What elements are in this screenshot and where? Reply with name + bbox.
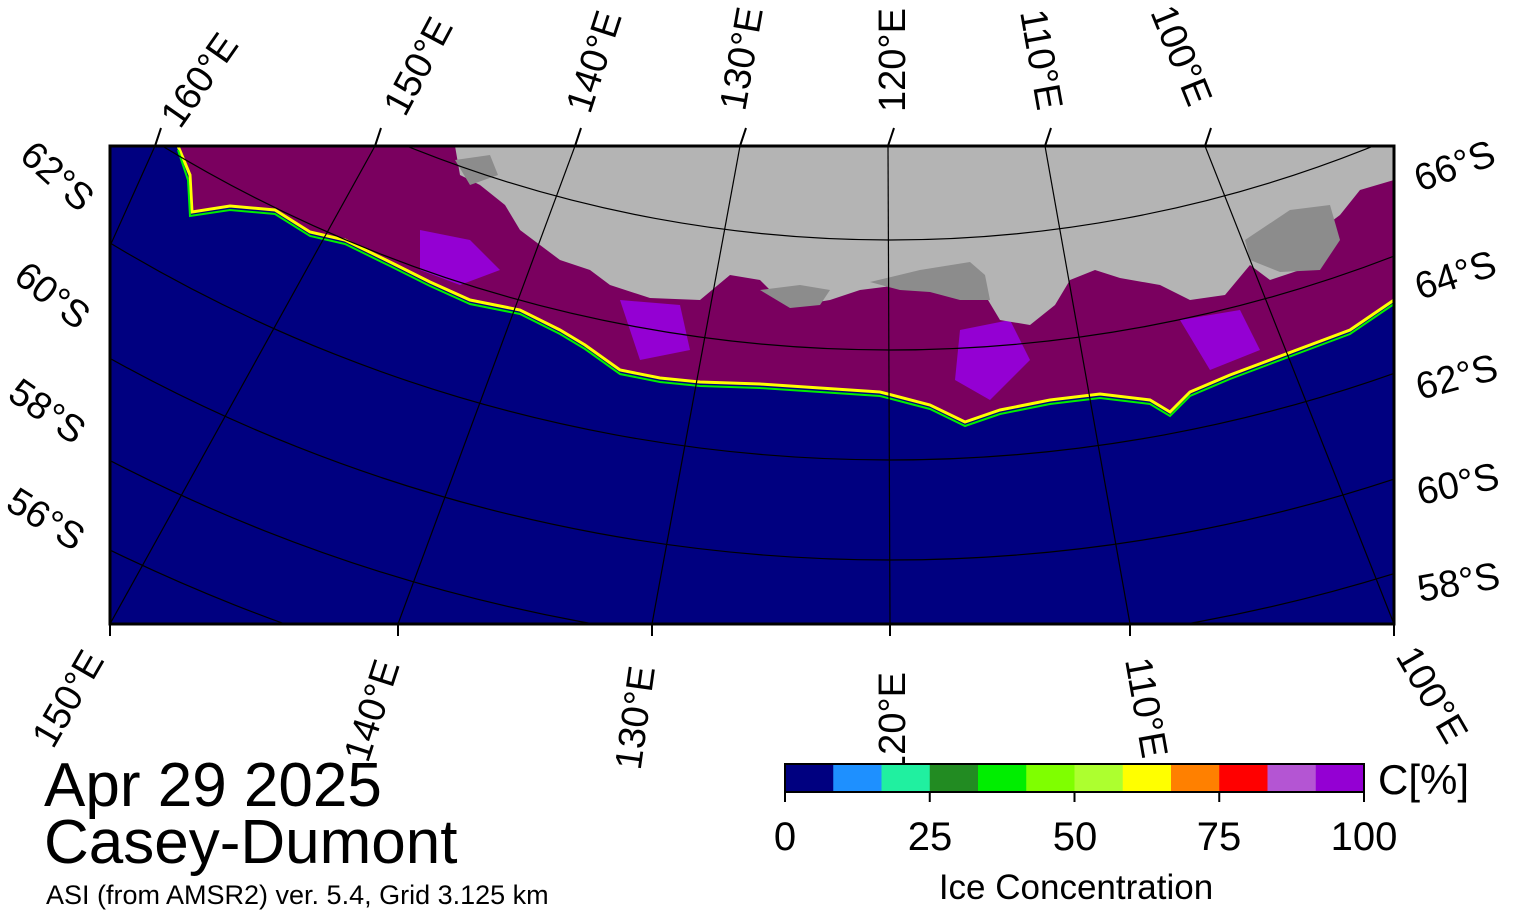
colorbar-unit: C[%] xyxy=(1378,756,1470,803)
tick-mark xyxy=(887,127,895,147)
latitude-label: 58°S xyxy=(1414,555,1503,611)
colorbar-swatch xyxy=(1171,764,1220,792)
parallel-line xyxy=(110,241,1394,461)
colorbar-tick-label: 100 xyxy=(1330,815,1398,859)
tick-mark xyxy=(1204,127,1212,147)
map-frame xyxy=(108,144,1396,626)
ice-shelf xyxy=(760,285,830,308)
latitude-label: 58°S xyxy=(1,371,93,453)
ice-shelf xyxy=(455,155,498,185)
map-region: Casey-Dumont xyxy=(44,808,458,877)
longitude-label: 120°E xyxy=(872,8,914,112)
colorbar-swatch xyxy=(1267,764,1317,792)
parallel-line xyxy=(161,146,1394,351)
latitude-label: 60°S xyxy=(6,254,97,338)
sea-ice-edge-outer xyxy=(177,149,1394,428)
longitude-label: 150°E xyxy=(24,644,112,755)
meridian-line xyxy=(110,146,156,248)
longitude-label: 130°E xyxy=(608,663,664,772)
antarctic-land xyxy=(455,146,1394,325)
ice-shelf xyxy=(1245,205,1340,272)
colorbar-swatch xyxy=(785,764,834,792)
tick-mark xyxy=(1044,127,1052,147)
meridian-line xyxy=(110,146,376,624)
colorbar-tick-label: 25 xyxy=(907,815,953,859)
latitude-label: 62°S xyxy=(1411,347,1502,409)
colorbar-swatch xyxy=(929,764,979,792)
tick-mark xyxy=(739,127,747,147)
data-source-subtitle: ASI (from AMSR2) ver. 5.4, Grid 3.125 km xyxy=(46,880,549,910)
colorbar-title: Ice Concentration xyxy=(938,868,1214,907)
meridian-line xyxy=(397,146,576,624)
colorbar-swatch xyxy=(978,764,1027,792)
tick-mark xyxy=(574,127,582,147)
longitude-label: 140°E xyxy=(559,6,631,118)
map-date: Apr 29 2025 xyxy=(44,751,382,820)
colorbar-swatch xyxy=(1315,764,1365,792)
colorbar-swatch xyxy=(1074,764,1124,792)
sea-ice-edge xyxy=(176,146,1394,424)
parallel-line xyxy=(110,357,1394,561)
longitude-label: 160°E xyxy=(153,26,247,135)
meridian-line xyxy=(1204,146,1394,624)
latitude-label: 64°S xyxy=(1410,243,1502,309)
longitude-label: 150°E xyxy=(376,11,462,123)
latitude-label: 56°S xyxy=(0,480,92,560)
ice-patch xyxy=(420,230,500,285)
longitude-label: 110°E xyxy=(1011,6,1070,113)
colorbar-tick-label: 0 xyxy=(773,815,797,859)
colorbar-tick-label: 75 xyxy=(1196,815,1242,859)
latitude-label: 60°S xyxy=(1413,456,1503,514)
colorbar-swatch xyxy=(1219,764,1268,792)
ice-patch xyxy=(1180,310,1260,370)
longitude-label: 140°E xyxy=(336,655,408,767)
tick-mark xyxy=(374,127,382,147)
longitude-label: 100°E xyxy=(1387,640,1475,751)
longitude-label: 130°E xyxy=(713,4,772,114)
ice-shelf xyxy=(870,262,990,300)
ice-patch xyxy=(955,320,1030,400)
colorbar-swatch xyxy=(1026,764,1075,792)
longitude-label: 100°E xyxy=(1142,0,1220,112)
parallel-line xyxy=(405,146,1375,241)
colorbar-swatch xyxy=(1122,764,1172,792)
colorbar-swatch xyxy=(881,764,931,792)
colorbar-tick-label: 50 xyxy=(1052,815,1098,859)
colorbar xyxy=(784,763,1365,802)
tick-mark xyxy=(154,127,162,147)
longitude-label: 110°E xyxy=(1116,654,1175,761)
latitude-label: 62°S xyxy=(12,133,102,220)
longitude-label: 120°E xyxy=(872,672,914,776)
latitude-label: 66°S xyxy=(1409,133,1501,201)
meridian-line xyxy=(887,146,891,624)
colorbar-swatch xyxy=(833,764,882,792)
